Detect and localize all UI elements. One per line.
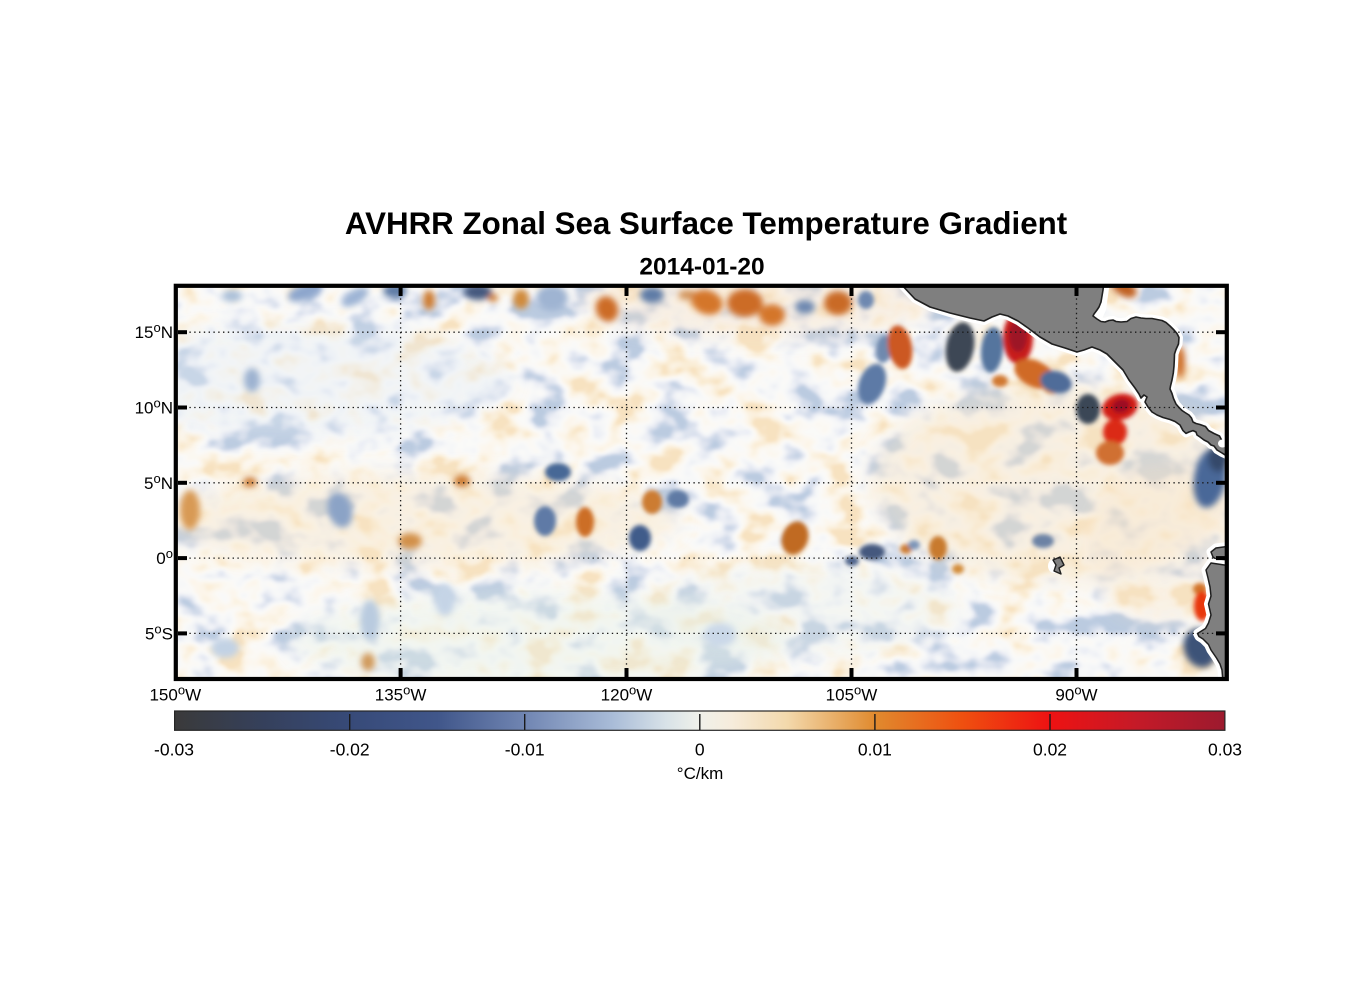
svg-text:10oN: 10oN [135,396,173,418]
svg-text:120oW: 120oW [601,683,653,705]
svg-text:2014-01-20: 2014-01-20 [639,254,764,281]
svg-text:5oN: 5oN [144,471,173,493]
svg-text:15oN: 15oN [135,320,173,342]
svg-text:-0.02: -0.02 [330,740,370,760]
svg-text:°C/km: °C/km [677,764,723,783]
svg-text:105oW: 105oW [826,683,878,705]
svg-text:-0.01: -0.01 [505,740,545,760]
svg-text:90oW: 90oW [1055,683,1097,705]
svg-text:0.03: 0.03 [1208,740,1242,760]
svg-text:0.02: 0.02 [1033,740,1067,760]
svg-text:0.01: 0.01 [858,740,892,760]
svg-text:135oW: 135oW [375,683,427,705]
svg-text:150oW: 150oW [149,683,201,705]
svg-text:-0.03: -0.03 [154,740,194,760]
svg-text:AVHRR Zonal Sea Surface Temper: AVHRR Zonal Sea Surface Temperature Grad… [345,206,1068,241]
svg-text:0: 0 [695,740,705,760]
svg-text:0o: 0o [156,546,173,568]
svg-text:5oS: 5oS [145,621,173,643]
